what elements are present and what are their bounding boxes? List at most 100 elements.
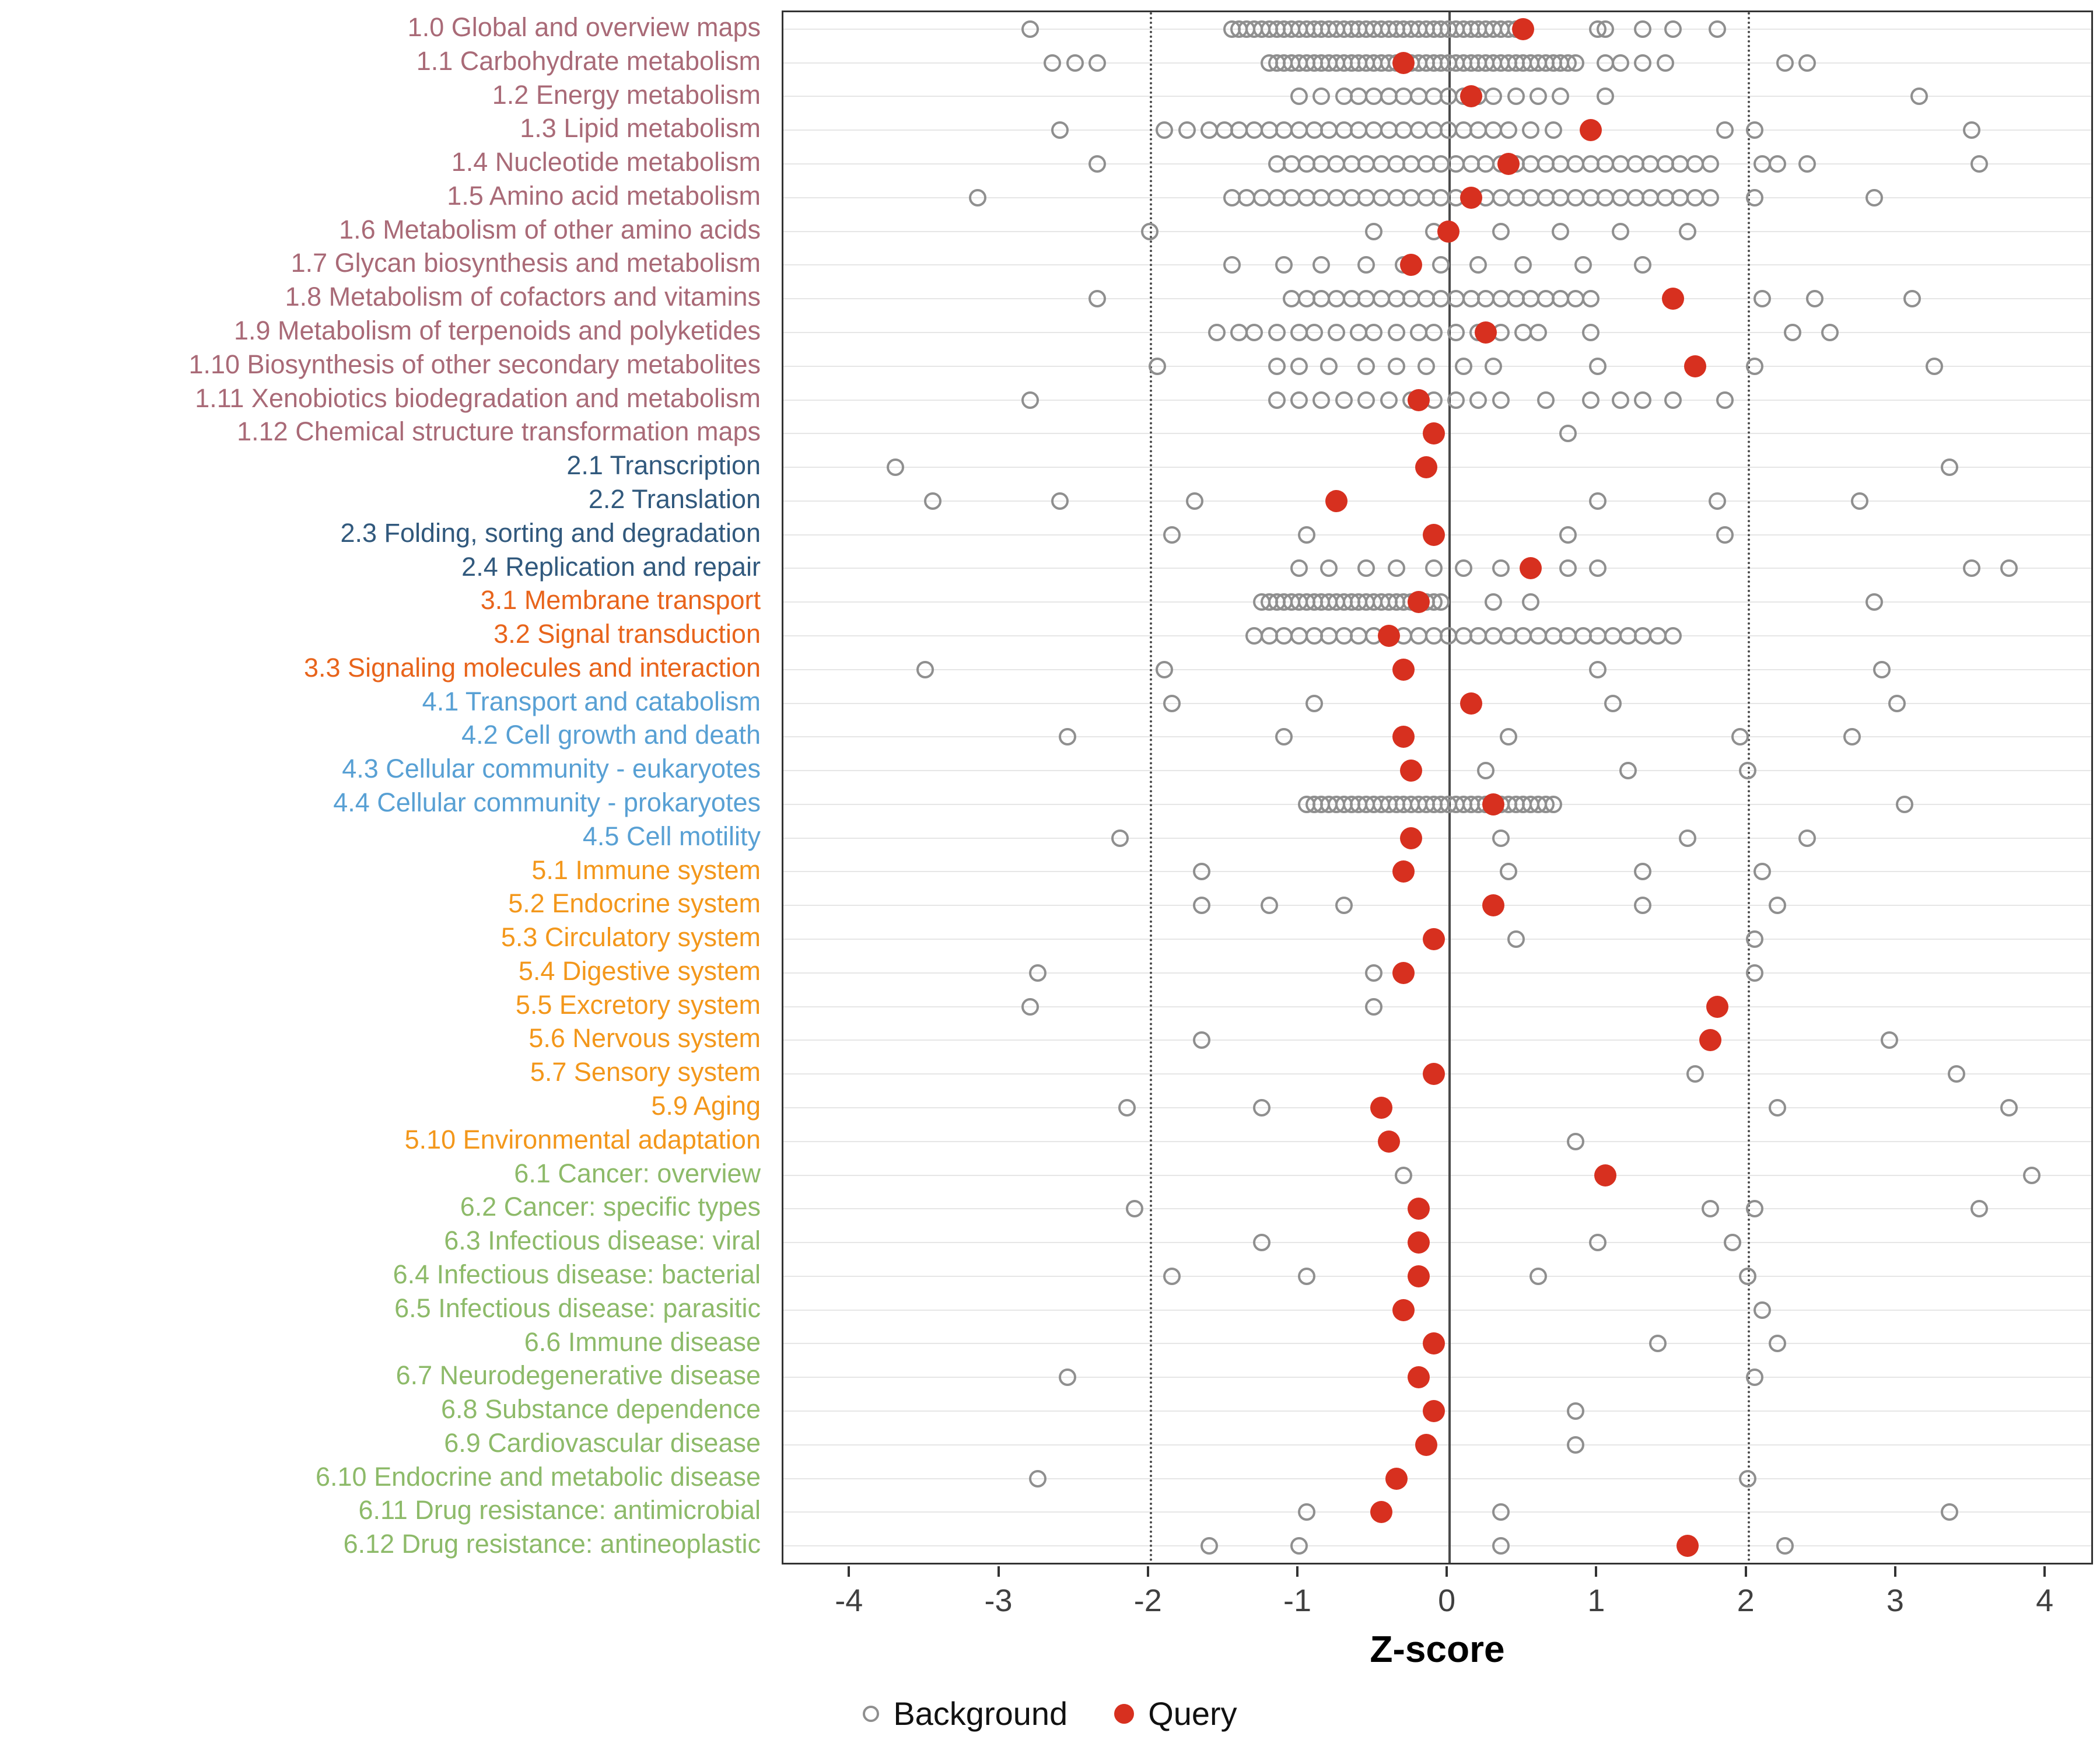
query-point — [1676, 1535, 1699, 1558]
background-point — [1312, 88, 1331, 106]
y-axis-label: 6.2 Cancer: specific types — [460, 1192, 761, 1222]
background-point — [1156, 660, 1174, 678]
background-point — [1881, 1031, 1899, 1049]
legend-label-background: Background — [893, 1695, 1068, 1732]
background-point — [1679, 829, 1697, 847]
legend-item-query: Query — [1114, 1695, 1237, 1732]
background-point — [1126, 1200, 1144, 1218]
background-point — [924, 492, 942, 510]
background-point — [1589, 1234, 1607, 1252]
y-axis-label: 5.3 Circulatory system — [501, 922, 761, 953]
background-point — [1193, 897, 1211, 915]
background-point — [1522, 593, 1540, 611]
background-point — [1589, 492, 1607, 510]
query-point — [1482, 793, 1505, 816]
gridline — [783, 1275, 2091, 1277]
x-tick-mark — [1446, 1566, 1448, 1577]
background-point — [1738, 762, 1756, 780]
background-point — [1357, 391, 1376, 409]
x-axis: -4 -3 -2 -1 0 1 2 3 4 — [782, 1566, 2093, 1625]
x-tick-label: 0 — [1438, 1583, 1456, 1618]
gridline — [783, 972, 2091, 974]
background-point — [1843, 728, 1861, 746]
background-point — [1597, 20, 1615, 38]
background-point — [1552, 88, 1570, 106]
background-point — [1328, 323, 1346, 341]
background-point — [1312, 256, 1331, 274]
background-point — [1589, 660, 1607, 678]
query-point — [1377, 624, 1400, 647]
background-point — [1021, 998, 1039, 1016]
gridline — [783, 837, 2091, 839]
background-point — [1312, 391, 1331, 409]
y-axis-label: 4.3 Cellular community - eukaryotes — [342, 754, 761, 784]
y-axis-label: 1.2 Energy metabolism — [492, 79, 761, 110]
background-point — [1559, 526, 1577, 544]
background-point — [1335, 391, 1353, 409]
query-point — [1497, 153, 1520, 176]
background-point — [1529, 323, 1547, 341]
background-point — [1574, 256, 1592, 274]
background-point — [1193, 863, 1211, 881]
background-point — [1798, 155, 1817, 173]
y-axis-label: 4.4 Cellular community - prokaryotes — [333, 788, 761, 817]
background-point — [1963, 121, 1981, 139]
background-point — [1514, 256, 1532, 274]
background-point — [1552, 222, 1570, 240]
background-point — [1940, 1503, 1958, 1521]
background-point — [1260, 897, 1278, 915]
background-point — [1754, 1301, 1772, 1319]
x-tick-label: -1 — [1283, 1583, 1311, 1618]
background-point — [1335, 897, 1353, 915]
gridline — [783, 1140, 2091, 1142]
y-axis-label: 6.9 Cardiovascular disease — [444, 1427, 761, 1458]
y-axis-label: 5.7 Sensory system — [530, 1057, 761, 1087]
y-axis-label: 3.3 Signaling molecules and interaction — [304, 652, 761, 682]
background-point — [1492, 1503, 1510, 1521]
background-point — [1469, 256, 1488, 274]
background-point — [1447, 391, 1465, 409]
background-point — [1163, 1267, 1181, 1285]
background-point — [1290, 391, 1308, 409]
background-point — [2000, 1098, 2018, 1116]
gridline — [783, 1242, 2091, 1244]
background-point — [1873, 660, 1891, 678]
background-point — [1559, 425, 1577, 443]
background-point — [1417, 357, 1435, 375]
query-point — [1460, 85, 1482, 108]
query-point — [1392, 961, 1415, 984]
y-axis-label: 5.10 Environmental adaptation — [404, 1124, 761, 1154]
background-point — [1163, 694, 1181, 712]
query-point — [1392, 1298, 1415, 1321]
background-point — [1925, 357, 1943, 375]
gridline — [783, 905, 2091, 907]
query-point — [1460, 692, 1482, 715]
background-point — [1888, 694, 1906, 712]
background-point — [1656, 54, 1674, 72]
x-tick-mark — [997, 1566, 1000, 1577]
y-axis-label: 6.8 Substance dependence — [441, 1394, 761, 1424]
x-tick-mark — [848, 1566, 850, 1577]
background-point — [1163, 526, 1181, 544]
background-point — [1297, 1267, 1315, 1285]
background-point — [1058, 1368, 1076, 1387]
gridline — [783, 1511, 2091, 1513]
legend: Background Query — [0, 1695, 2100, 1732]
x-tick-label: 4 — [2036, 1583, 2054, 1618]
background-point — [1028, 964, 1046, 982]
query-point — [1475, 321, 1497, 344]
background-point — [1686, 1065, 1704, 1083]
background-point — [1365, 998, 1383, 1016]
y-axis-label: 1.4 Nucleotide metabolism — [451, 147, 761, 177]
background-point — [969, 188, 987, 206]
background-point — [1365, 222, 1383, 240]
y-axis-label: 2.2 Translation — [588, 484, 761, 514]
background-point — [1275, 256, 1293, 274]
background-point — [1357, 256, 1376, 274]
background-point — [1738, 1267, 1756, 1285]
background-point — [1798, 829, 1817, 847]
background-point — [1731, 728, 1749, 746]
gridline — [783, 1309, 2091, 1311]
background-point — [1910, 88, 1929, 106]
y-axis-label: 5.5 Excretory system — [515, 989, 761, 1020]
